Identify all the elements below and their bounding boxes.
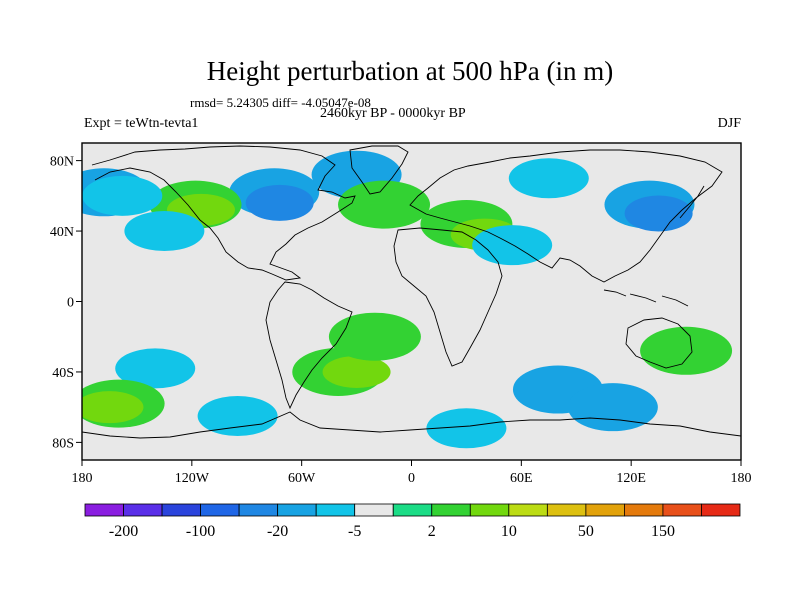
coast-south-america — [265, 281, 353, 410]
field-region-9 — [82, 175, 163, 216]
colorbar-label-7: 150 — [651, 523, 675, 540]
y-tick-label-0: 80N — [50, 155, 74, 170]
field-region-22 — [328, 312, 421, 361]
experiment-label: Expt = teWtn-tevta1 — [84, 116, 198, 131]
colorbar: -200 -100 -20 -5 2 10 50 150 — [84, 503, 741, 540]
field-region-10 — [508, 158, 589, 199]
colorbar-swatch-9 — [431, 503, 471, 517]
x-tick-label-0: 180 — [72, 471, 93, 486]
colorbar-swatch-15 — [662, 503, 702, 517]
field-region-5 — [338, 180, 431, 229]
colorbar-swatch-1 — [123, 503, 163, 517]
coast-australia — [625, 317, 693, 369]
colorbar-swatch-3 — [200, 503, 240, 517]
field-region-19 — [82, 391, 144, 424]
x-axis: 180 120W 60W 0 60E 120E 180 — [72, 460, 752, 486]
coast-antarctica — [82, 411, 741, 439]
field-region-12 — [624, 195, 693, 232]
colorbar-label-1: -100 — [186, 523, 215, 540]
colorbar-swatch-10 — [469, 503, 510, 517]
x-tick-label-2: 60W — [288, 471, 316, 486]
colorbar-label-3: -5 — [348, 523, 361, 540]
colorbar-swatch-5 — [277, 503, 317, 517]
field-region-25 — [567, 383, 658, 432]
coast-greenland — [349, 145, 409, 195]
field-region-27 — [640, 326, 733, 375]
colorbar-swatch-8 — [392, 503, 433, 517]
coastlines — [82, 145, 741, 439]
field-region-21 — [322, 355, 391, 388]
y-tick-label-2: 0 — [67, 296, 74, 311]
colorbar-swatch-13 — [585, 503, 625, 517]
field-region-23 — [197, 395, 278, 436]
season-label: DJF — [718, 116, 742, 131]
period-label: 2460kyr BP - 0000kyr BP — [320, 106, 466, 121]
coast-africa — [393, 227, 503, 367]
colorbar-swatch-14 — [624, 503, 664, 517]
x-tick-label-1: 120W — [175, 471, 210, 486]
colorbar-label-2: -20 — [267, 523, 288, 540]
colorbar-swatch-2 — [161, 503, 201, 517]
y-tick-label-4: 80S — [52, 436, 74, 451]
x-tick-label-4: 60E — [510, 471, 533, 486]
field-region-16 — [124, 211, 205, 252]
colorbar-label-4: 2 — [428, 523, 436, 540]
colorbar-label-0: -200 — [109, 523, 138, 540]
colorbar-swatch-0 — [84, 503, 124, 517]
colorbar-swatch-16 — [701, 503, 741, 517]
colorbar-label-5: 10 — [501, 523, 517, 540]
x-tick-label-3: 0 — [408, 471, 415, 486]
stats-line: rmsd= 5.24305 diff= -4.05047e-08 — [190, 95, 371, 110]
coast-north-america — [91, 145, 356, 281]
field-layer — [82, 150, 733, 449]
colorbar-swatch-11 — [508, 503, 548, 517]
x-tick-label-5: 120E — [616, 471, 646, 486]
coast-indonesia — [603, 289, 689, 307]
colorbar-swatch-6 — [315, 503, 356, 517]
field-region-26 — [426, 408, 507, 449]
colorbar-label-6: 50 — [578, 523, 594, 540]
field-region-2 — [245, 184, 314, 221]
chart-title: Height perturbation at 500 hPa (in m) — [207, 56, 613, 86]
coast-japan — [679, 185, 705, 219]
colorbar-swatch-4 — [238, 503, 279, 517]
field-region-17 — [115, 348, 196, 389]
coast-eurasia — [409, 149, 723, 283]
colorbar-swatch-7 — [354, 503, 394, 517]
x-tick-label-6: 180 — [731, 471, 752, 486]
y-tick-label-3: 40S — [52, 366, 74, 381]
map-area — [81, 142, 742, 461]
y-axis: 80N 40N 0 40S 80S — [50, 155, 82, 451]
y-tick-label-1: 40N — [50, 225, 74, 240]
colorbar-swatch-12 — [546, 503, 587, 517]
